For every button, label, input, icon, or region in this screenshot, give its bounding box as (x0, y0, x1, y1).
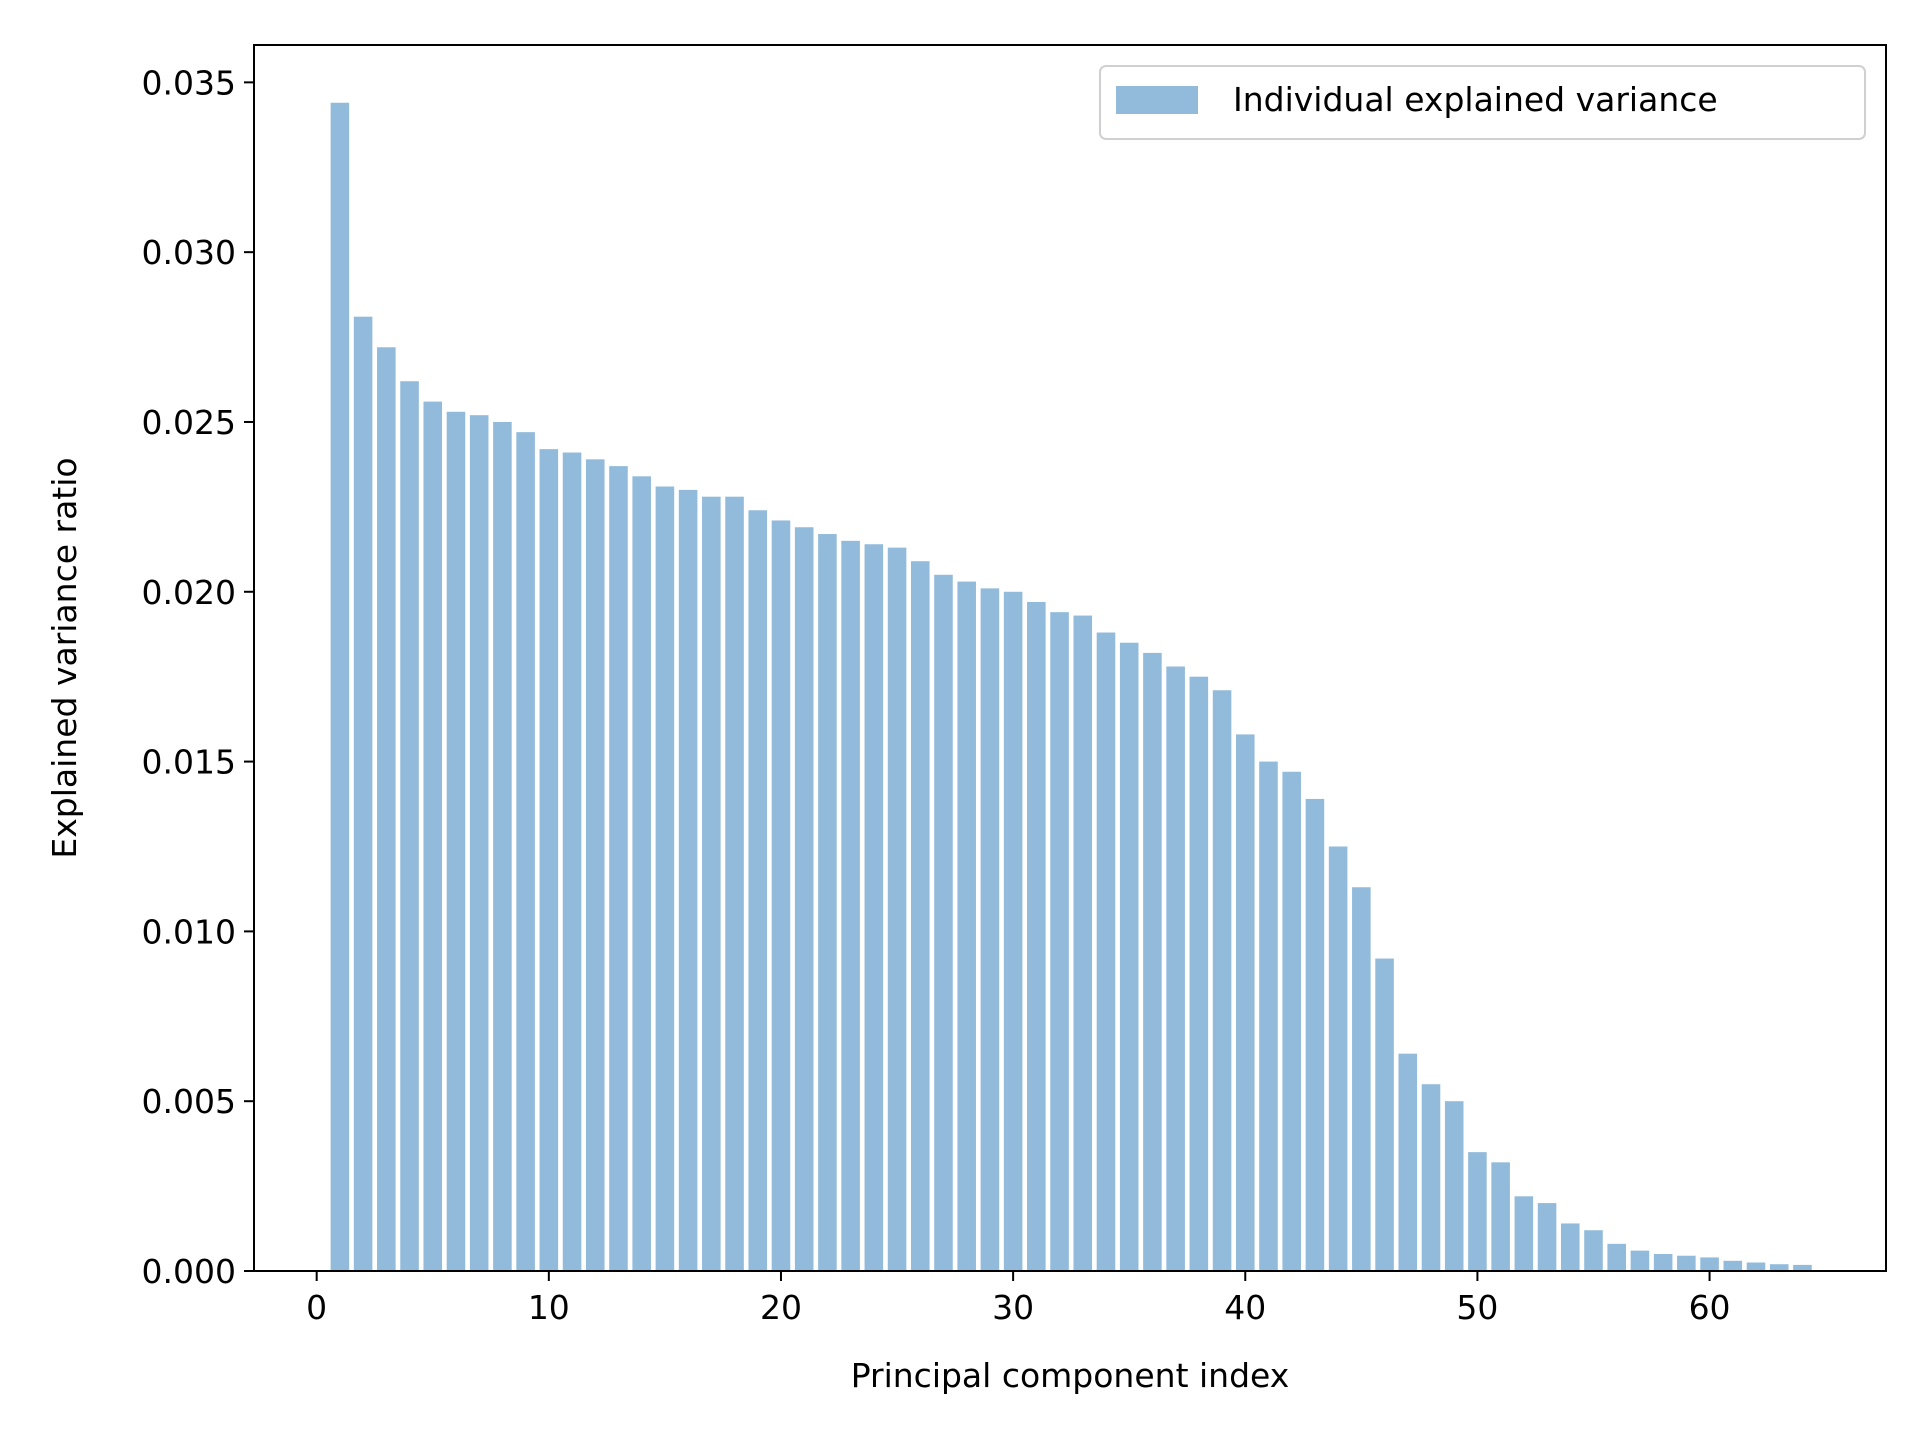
bar (609, 466, 628, 1271)
bar (400, 381, 419, 1271)
bar (1282, 771, 1301, 1271)
bar (1050, 612, 1069, 1271)
bar (1305, 798, 1325, 1271)
y-tick-label: 0.030 (142, 233, 236, 272)
bar (1746, 1262, 1766, 1271)
bar (1143, 652, 1162, 1271)
bar (1653, 1254, 1673, 1271)
y-axis-title: Explained variance ratio (45, 457, 84, 858)
bar (655, 486, 675, 1271)
y-tick-label: 0.005 (142, 1082, 236, 1121)
bar (818, 534, 837, 1271)
y-tick-label: 0.010 (142, 912, 236, 951)
bar (1444, 1101, 1464, 1271)
bar (725, 496, 744, 1271)
bar (1769, 1264, 1789, 1271)
x-axis: 0 10 20 30 40 50 60 (306, 1271, 1731, 1327)
bar (1514, 1196, 1534, 1271)
bar (585, 459, 605, 1271)
bar (1189, 676, 1209, 1271)
x-tick-label: 60 (1689, 1288, 1731, 1327)
bar (446, 411, 466, 1272)
x-axis-title: Principal component index (851, 1356, 1290, 1395)
bar (1421, 1084, 1441, 1271)
bar (1468, 1152, 1487, 1271)
bar (1584, 1230, 1603, 1271)
x-tick-label: 30 (992, 1288, 1034, 1327)
x-tick-label: 10 (528, 1288, 570, 1327)
bars-group (330, 102, 1812, 1272)
legend: Individual explained variance (1099, 65, 1866, 140)
bar (1235, 734, 1255, 1271)
bar (910, 561, 930, 1271)
bar (794, 527, 814, 1271)
bar (841, 540, 860, 1271)
bar (1027, 601, 1046, 1271)
bar (934, 574, 953, 1271)
bar (1003, 591, 1023, 1271)
bar (539, 449, 559, 1271)
bar (1212, 690, 1232, 1271)
y-tick-label: 0.035 (142, 63, 236, 102)
bar (1700, 1257, 1719, 1271)
bar (1607, 1243, 1626, 1271)
legend-box (1099, 65, 1866, 140)
bar (1259, 761, 1278, 1271)
bar (1793, 1264, 1812, 1271)
bar (469, 415, 489, 1272)
bar (1537, 1203, 1557, 1271)
bar (1119, 642, 1139, 1271)
bar (678, 489, 698, 1271)
y-axis: 0.000 0.005 0.010 0.015 0.020 0.025 0.030 0.035 (142, 63, 254, 1291)
bar (1677, 1255, 1696, 1271)
bar (1630, 1250, 1650, 1271)
bar (1560, 1223, 1580, 1271)
bar (864, 544, 884, 1271)
bar (377, 347, 396, 1271)
axes-frame (253, 44, 1887, 1272)
bar (1328, 846, 1348, 1271)
x-tick-label: 0 (306, 1288, 327, 1327)
bar (493, 421, 512, 1271)
y-tick-label: 0.020 (142, 573, 236, 612)
legend-label: Individual explained variance (1233, 80, 1718, 119)
x-tick-label: 50 (1456, 1288, 1498, 1327)
bar (516, 432, 535, 1271)
legend-swatch (1116, 86, 1198, 114)
bar (1352, 887, 1371, 1271)
bar (353, 316, 373, 1271)
bar (1491, 1162, 1510, 1271)
bar (562, 452, 582, 1271)
bar (1096, 632, 1116, 1271)
x-tick-label: 20 (760, 1288, 802, 1327)
bar (771, 520, 791, 1271)
bar (957, 581, 976, 1271)
bar (1073, 615, 1093, 1271)
bar (1723, 1260, 1743, 1271)
bar (330, 102, 350, 1271)
y-tick-label: 0.015 (142, 743, 236, 782)
x-tick-label: 40 (1224, 1288, 1266, 1327)
bar (423, 401, 443, 1272)
bar (1398, 1053, 1418, 1271)
bar (980, 588, 1000, 1271)
bar (1375, 958, 1394, 1271)
bar (748, 510, 768, 1272)
bar (887, 547, 907, 1271)
y-tick-label: 0.000 (142, 1252, 236, 1291)
bar (1166, 666, 1185, 1271)
bar (632, 476, 651, 1271)
bar (702, 496, 721, 1271)
y-tick-label: 0.025 (142, 403, 236, 442)
